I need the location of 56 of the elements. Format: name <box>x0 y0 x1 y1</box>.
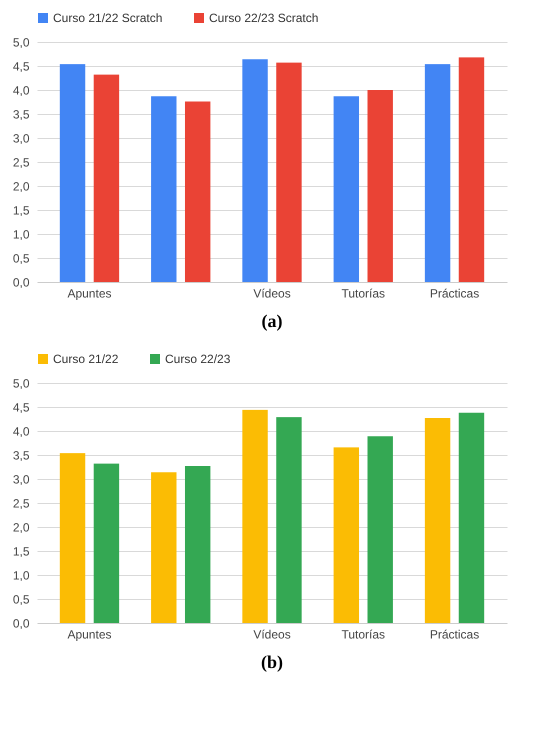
bar <box>94 74 120 282</box>
x-tick-label: Prácticas <box>430 286 480 300</box>
legend-label: Curso 21/22 Scratch <box>53 11 162 25</box>
y-tick-label: 5,0 <box>12 36 30 50</box>
y-tick-label: 1,0 <box>12 568 30 582</box>
y-tick-label: 0,0 <box>12 616 30 630</box>
y-tick-label: 0,0 <box>12 276 30 290</box>
y-tick-label: 3,0 <box>12 472 30 486</box>
bar <box>276 62 302 282</box>
y-tick-label: 0,5 <box>12 252 30 266</box>
bar <box>334 447 360 623</box>
bar <box>94 464 120 623</box>
y-tick-label: 2,0 <box>12 520 30 534</box>
text: (a) <box>262 311 282 331</box>
y-tick-label: 0,5 <box>12 592 30 606</box>
legend-label: Curso 22/23 <box>165 352 231 366</box>
y-tick-label: 3,5 <box>12 108 30 122</box>
x-tick-label: Tutorías <box>341 628 386 642</box>
x-tick-label: Apuntes <box>67 628 112 642</box>
y-tick-label: 4,0 <box>12 84 30 98</box>
x-tick-label: Vídeos <box>253 286 291 300</box>
bar <box>184 466 210 623</box>
bar <box>184 102 210 282</box>
bar <box>151 96 176 282</box>
y-tick-label: 2,5 <box>12 496 30 510</box>
bar <box>424 64 450 282</box>
y-tick-label: 3,5 <box>12 448 30 462</box>
y-tick-label: 1,0 <box>12 228 30 242</box>
legend-label: Curso 21/22 <box>53 352 119 366</box>
y-tick-label: 3,0 <box>12 132 30 146</box>
bar <box>242 59 268 282</box>
bar <box>60 453 86 623</box>
bar <box>334 96 360 282</box>
text: (b) <box>261 652 284 672</box>
bar <box>458 412 484 623</box>
x-tick-label: Apuntes <box>67 286 112 300</box>
bar <box>60 64 86 282</box>
y-tick-label: 2,0 <box>12 180 30 194</box>
bar <box>424 418 450 623</box>
bar <box>151 472 176 623</box>
y-tick-label: 2,5 <box>12 156 30 170</box>
y-tick-label: 5,0 <box>12 376 30 390</box>
bar <box>368 436 393 623</box>
bar <box>368 90 393 282</box>
y-tick-label: 1,5 <box>12 204 30 218</box>
x-tick-label: Vídeos <box>253 628 291 642</box>
y-tick-label: 1,5 <box>12 544 30 558</box>
bar <box>458 57 484 282</box>
y-tick-label: 4,0 <box>12 424 30 438</box>
bar <box>276 417 302 623</box>
x-tick-label: Prácticas <box>430 628 480 642</box>
bar <box>242 410 268 623</box>
y-tick-label: 4,5 <box>12 60 30 74</box>
legend-label: Curso 22/23 Scratch <box>209 11 318 25</box>
y-tick-label: 4,5 <box>12 400 30 414</box>
x-tick-label: Tutorías <box>341 286 386 300</box>
